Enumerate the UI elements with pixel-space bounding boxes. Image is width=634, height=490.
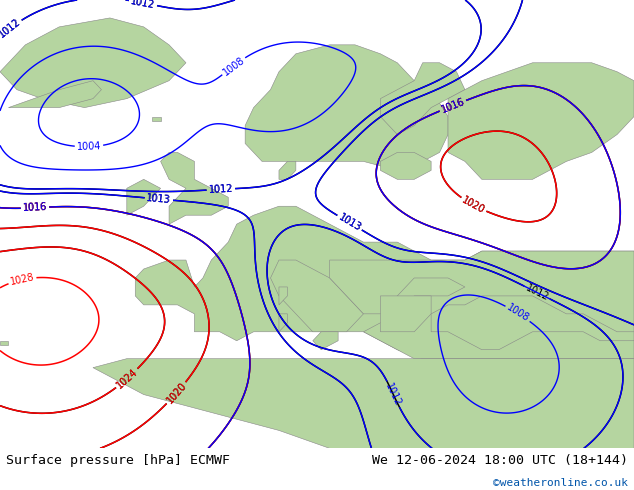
Text: 1012: 1012 bbox=[524, 283, 550, 302]
Text: We 12-06-2024 18:00 UTC (18+144): We 12-06-2024 18:00 UTC (18+144) bbox=[372, 454, 628, 467]
Polygon shape bbox=[8, 81, 101, 108]
Text: 1016: 1016 bbox=[439, 97, 466, 115]
Text: 1008: 1008 bbox=[505, 303, 531, 324]
Text: 1012: 1012 bbox=[130, 0, 156, 10]
Text: 1012: 1012 bbox=[0, 17, 23, 40]
Text: 1028: 1028 bbox=[9, 272, 36, 287]
Text: 1016: 1016 bbox=[439, 97, 466, 115]
Text: 1013: 1013 bbox=[146, 193, 172, 205]
Polygon shape bbox=[245, 45, 448, 171]
Polygon shape bbox=[0, 341, 8, 345]
Polygon shape bbox=[330, 251, 634, 359]
Text: 1016: 1016 bbox=[22, 202, 48, 213]
Polygon shape bbox=[135, 206, 634, 359]
Polygon shape bbox=[152, 117, 160, 121]
Text: 1020: 1020 bbox=[460, 195, 487, 215]
Polygon shape bbox=[431, 296, 634, 350]
Text: 1008: 1008 bbox=[221, 55, 247, 77]
Polygon shape bbox=[313, 332, 338, 350]
Text: 1020: 1020 bbox=[460, 195, 487, 215]
Polygon shape bbox=[271, 260, 363, 332]
Polygon shape bbox=[380, 63, 465, 135]
Polygon shape bbox=[380, 296, 431, 332]
Polygon shape bbox=[160, 152, 228, 224]
Text: 1013: 1013 bbox=[146, 193, 172, 205]
Text: 1012: 1012 bbox=[209, 184, 233, 195]
Text: 1013: 1013 bbox=[337, 212, 363, 233]
Text: 1012: 1012 bbox=[130, 0, 156, 10]
Polygon shape bbox=[0, 18, 186, 108]
Text: Surface pressure [hPa] ECMWF: Surface pressure [hPa] ECMWF bbox=[6, 454, 230, 467]
Polygon shape bbox=[93, 359, 634, 448]
Text: 1012: 1012 bbox=[0, 17, 23, 40]
Text: 1024: 1024 bbox=[115, 367, 139, 391]
Polygon shape bbox=[279, 161, 296, 179]
Text: ©weatheronline.co.uk: ©weatheronline.co.uk bbox=[493, 478, 628, 488]
Text: 1020: 1020 bbox=[164, 381, 188, 406]
Text: 1013: 1013 bbox=[337, 212, 363, 233]
Polygon shape bbox=[279, 287, 287, 305]
Text: 1016: 1016 bbox=[22, 202, 48, 213]
Text: 1012: 1012 bbox=[209, 184, 233, 195]
Polygon shape bbox=[380, 152, 431, 179]
Text: 1004: 1004 bbox=[77, 141, 101, 152]
Text: 1012: 1012 bbox=[384, 381, 403, 408]
Text: 1016: 1016 bbox=[439, 97, 466, 115]
Polygon shape bbox=[279, 314, 287, 332]
Text: 1024: 1024 bbox=[115, 367, 139, 391]
Polygon shape bbox=[448, 63, 634, 179]
Text: 1020: 1020 bbox=[164, 381, 188, 406]
Polygon shape bbox=[127, 179, 160, 215]
Text: 1016: 1016 bbox=[22, 202, 48, 213]
